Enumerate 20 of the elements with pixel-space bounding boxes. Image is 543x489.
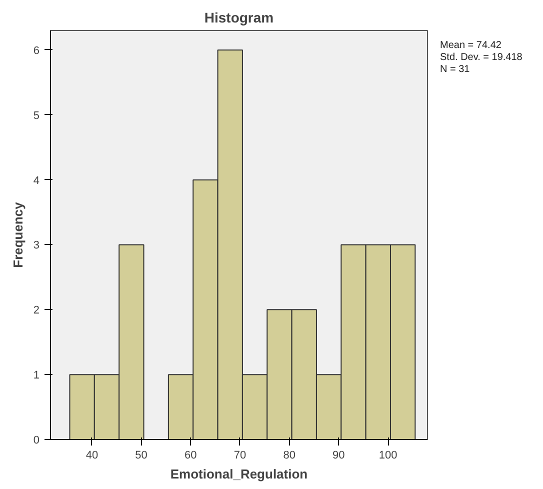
text: N = 31 [440,64,470,75]
text: Std. Dev. = 19.418 [440,52,522,63]
y-tick-label: 1 [33,370,40,382]
y-tick-label: 3 [33,240,40,252]
x-tick-label: 70 [234,450,246,462]
chart-title: Histogram [204,10,274,26]
y-tick-label: 6 [33,44,40,57]
y-axis-title: Frequency [10,201,26,268]
x-tick-label: 100 [378,450,398,462]
text: Mean = 74.42 [440,40,502,51]
x-tick-label: 80 [283,450,296,462]
y-tick-label: 0 [33,434,40,446]
y-tick-label: 5 [33,110,40,122]
x-axis-title: Emotional_Regulation [170,466,308,482]
x-tick-label: 90 [332,450,345,462]
y-tick-label: 4 [33,174,40,187]
x-tick-label: 40 [86,450,98,462]
x-tick-label: 50 [135,450,148,462]
x-tick-label: 60 [184,450,197,462]
y-tick-label: 2 [33,304,40,317]
